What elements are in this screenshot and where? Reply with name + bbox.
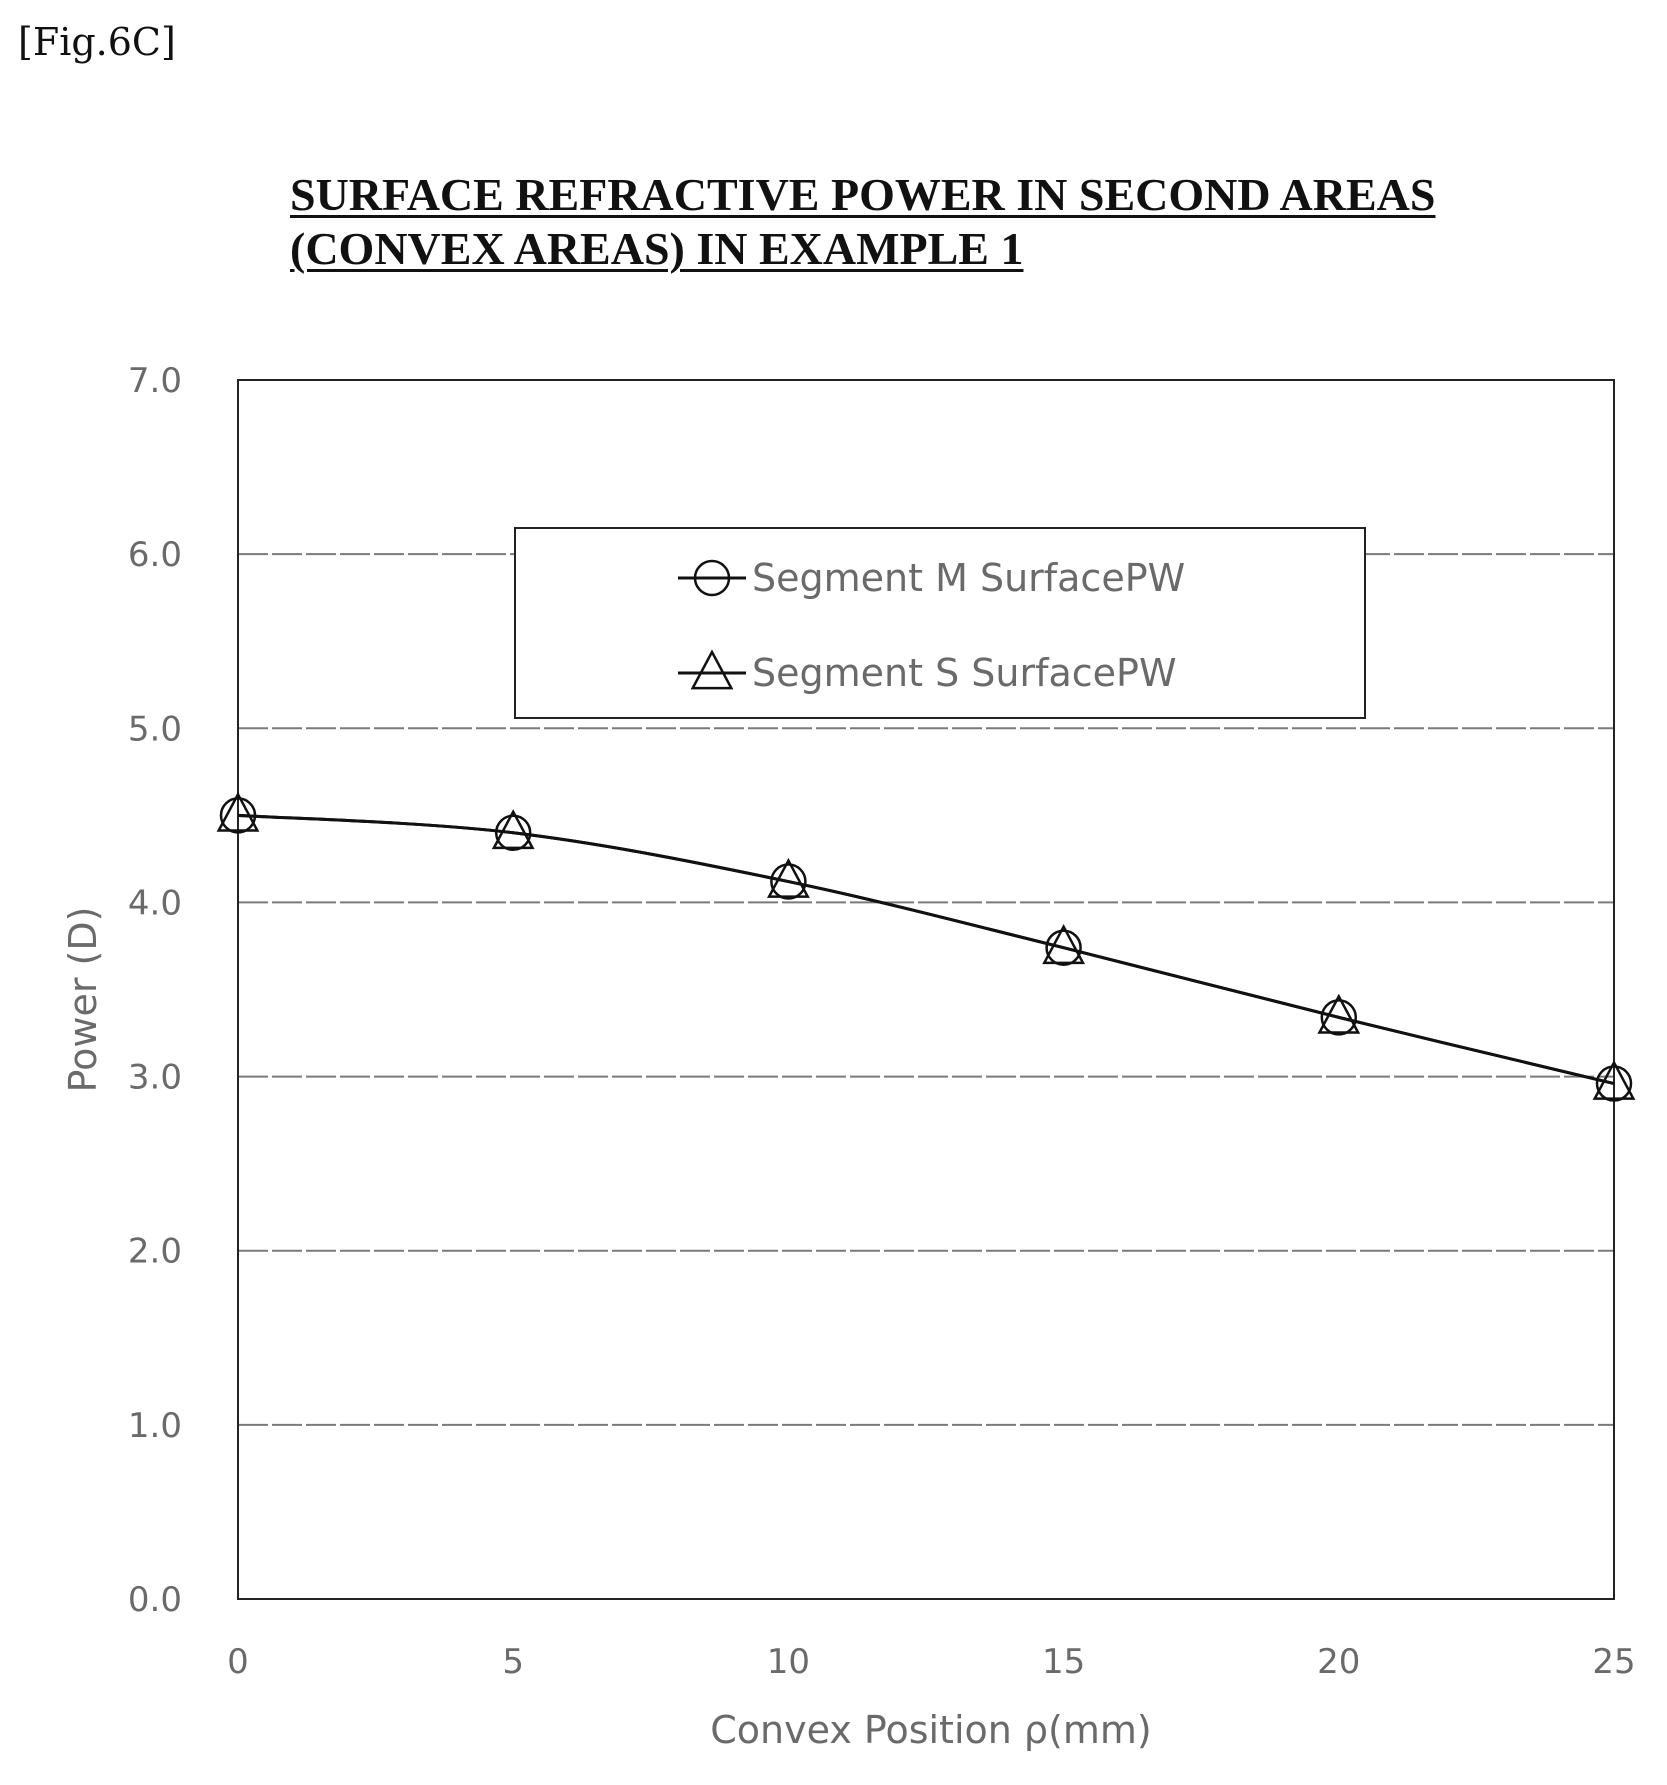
legend-circle-marker bbox=[693, 559, 731, 597]
triangle-point bbox=[216, 791, 260, 832]
y-tick-label: 2.0 bbox=[128, 1232, 182, 1272]
legend-box bbox=[514, 527, 1366, 719]
triangle-point bbox=[491, 809, 535, 850]
y-axis-title: Power (D) bbox=[61, 907, 105, 1093]
figure-label: [Fig.6C] bbox=[18, 20, 176, 64]
y-tick-label: 7.0 bbox=[128, 361, 182, 401]
series-line bbox=[237, 813, 1615, 1085]
legend-label: Segment S SurfacePW bbox=[752, 651, 1177, 695]
triangle-point bbox=[1317, 993, 1361, 1034]
legend-item: Segment M SurfacePW bbox=[678, 556, 1185, 600]
y-tick-label: 5.0 bbox=[128, 709, 182, 749]
legend-items: Segment M SurfacePW Segment S SurfacePW bbox=[678, 556, 1185, 695]
circle-point bbox=[494, 814, 532, 852]
grid-lines bbox=[238, 553, 1614, 1426]
x-tick-label: 0 bbox=[227, 1642, 249, 1682]
series-line bbox=[237, 813, 1615, 1085]
x-tick-label: 20 bbox=[1317, 1642, 1360, 1682]
triangle-point bbox=[1592, 1059, 1636, 1100]
x-tick-label: 10 bbox=[767, 1642, 810, 1682]
y-tick-label: 1.0 bbox=[128, 1406, 182, 1446]
tick-labels: 0.0 1.0 2.0 3.0 4.0 5.0 6.0 7.0 0 5 10 15 20 25 bbox=[128, 361, 1636, 1682]
chart-title: SURFACE REFRACTIVE POWER IN SECOND AREAS… bbox=[290, 168, 1620, 276]
x-tick-label: 5 bbox=[502, 1642, 524, 1682]
legend: Segment M SurfacePW Segment S SurfacePW bbox=[514, 527, 1366, 719]
series-layer bbox=[216, 791, 1636, 1102]
triangle-point bbox=[1042, 924, 1086, 965]
x-tick-label: 25 bbox=[1592, 1642, 1635, 1682]
y-tick-label: 0.0 bbox=[128, 1580, 182, 1620]
circle-point bbox=[770, 863, 807, 900]
y-tick-label: 4.0 bbox=[128, 883, 182, 923]
legend-triangle-marker bbox=[690, 649, 734, 690]
circle-point bbox=[1045, 929, 1082, 966]
triangle-point bbox=[766, 857, 810, 898]
x-tick-label: 15 bbox=[1042, 1642, 1085, 1682]
series-2 bbox=[216, 791, 1636, 1100]
x-axis-title: Convex Position ρ(mm) bbox=[710, 1708, 1151, 1752]
legend-item: Segment S SurfacePW bbox=[678, 649, 1177, 695]
chart-title-line-2: (CONVEX AREAS) IN EXAMPLE 1 bbox=[290, 223, 1024, 274]
y-tick-label: 6.0 bbox=[128, 535, 182, 575]
circle-point bbox=[1320, 999, 1358, 1036]
chart-title-line-1: SURFACE REFRACTIVE POWER IN SECOND AREAS bbox=[290, 169, 1436, 220]
series-1 bbox=[219, 797, 1633, 1102]
y-tick-label: 3.0 bbox=[128, 1058, 182, 1098]
legend-label: Segment M SurfacePW bbox=[752, 556, 1185, 600]
plot-frame bbox=[237, 379, 1615, 1600]
circle-point bbox=[1595, 1065, 1633, 1102]
